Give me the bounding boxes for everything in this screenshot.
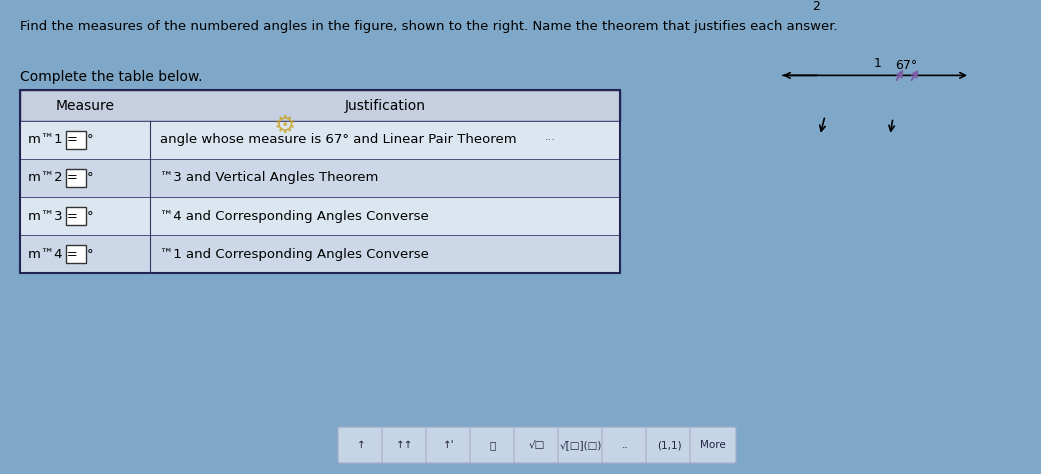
FancyBboxPatch shape (646, 427, 692, 463)
FancyBboxPatch shape (382, 427, 428, 463)
Text: √[□](□): √[□](□) (560, 440, 602, 450)
Text: ↑': ↑' (443, 440, 455, 450)
FancyBboxPatch shape (514, 427, 560, 463)
Text: angle whose measure is 67° and Linear Pair Theorem: angle whose measure is 67° and Linear Pa… (160, 133, 516, 146)
FancyBboxPatch shape (558, 427, 604, 463)
Text: Find the measures of the numbered angles in the figure, shown to the right. Name: Find the measures of the numbered angles… (20, 20, 838, 33)
FancyBboxPatch shape (66, 131, 86, 149)
FancyBboxPatch shape (66, 169, 86, 187)
Text: (1,1): (1,1) (657, 440, 681, 450)
Text: Justification: Justification (345, 99, 426, 112)
FancyBboxPatch shape (426, 427, 472, 463)
FancyBboxPatch shape (20, 120, 620, 159)
Text: √□: √□ (529, 440, 545, 450)
FancyBboxPatch shape (20, 197, 620, 235)
Text: Complete the table below.: Complete the table below. (20, 70, 203, 84)
FancyBboxPatch shape (20, 91, 620, 120)
Text: ⌶: ⌶ (490, 440, 497, 450)
Text: m™4 =: m™4 = (28, 248, 82, 261)
Text: ™4 and Corresponding Angles Converse: ™4 and Corresponding Angles Converse (160, 210, 429, 223)
Text: 1: 1 (874, 57, 882, 70)
FancyBboxPatch shape (20, 159, 620, 197)
FancyBboxPatch shape (528, 126, 572, 148)
Text: 67°: 67° (895, 59, 917, 73)
Text: ™1 and Corresponding Angles Converse: ™1 and Corresponding Angles Converse (160, 248, 429, 261)
Text: m™3 =: m™3 = (28, 210, 82, 223)
FancyBboxPatch shape (66, 245, 86, 264)
Text: °: ° (87, 133, 94, 146)
Text: ⚙: ⚙ (274, 114, 297, 137)
Text: °: ° (87, 248, 94, 261)
Text: ™3 and Vertical Angles Theorem: ™3 and Vertical Angles Theorem (160, 172, 378, 184)
Text: ..: .. (621, 440, 629, 450)
Text: ...: ... (544, 132, 556, 142)
Text: 2: 2 (812, 0, 820, 13)
Text: m™1 =: m™1 = (28, 133, 82, 146)
Text: ↑: ↑ (357, 440, 365, 450)
Text: ↑↑: ↑↑ (397, 440, 413, 450)
Text: m™2 =: m™2 = (28, 172, 82, 184)
FancyBboxPatch shape (690, 427, 736, 463)
Text: Measure: Measure (55, 99, 115, 112)
FancyBboxPatch shape (20, 235, 620, 273)
FancyBboxPatch shape (602, 427, 648, 463)
FancyBboxPatch shape (66, 207, 86, 225)
Text: °: ° (87, 210, 94, 223)
Text: °: ° (87, 172, 94, 184)
Text: More: More (701, 440, 726, 450)
FancyBboxPatch shape (338, 427, 384, 463)
FancyBboxPatch shape (469, 427, 516, 463)
